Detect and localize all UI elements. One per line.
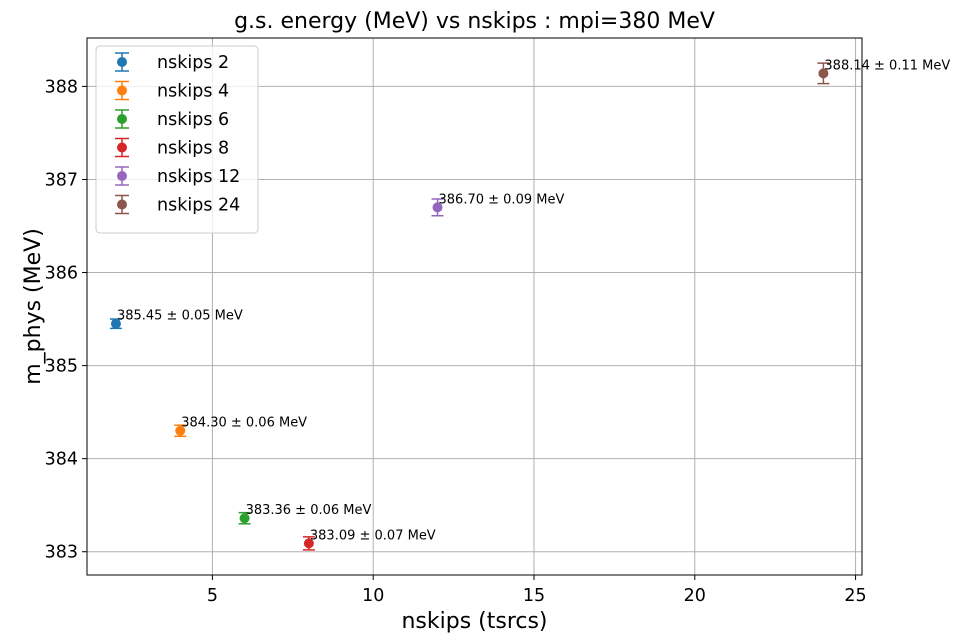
data-point bbox=[110, 318, 121, 329]
y-axis-label: m_phys (MeV) bbox=[21, 228, 46, 385]
y-tick-label: 383 bbox=[45, 543, 78, 563]
legend-label: nskips 8 bbox=[157, 139, 229, 159]
legend-box bbox=[95, 45, 259, 234]
legend-marker bbox=[117, 142, 127, 153]
x-tick-label: 5 bbox=[207, 586, 218, 606]
point-annotation: 386.70 ± 0.09 MeV bbox=[439, 192, 565, 207]
y-tick-label: 388 bbox=[45, 77, 78, 97]
point-annotation: 384.30 ± 0.06 MeV bbox=[181, 416, 307, 431]
legend: nskips 2 nskips 4 nskips 6 nskips 8 nskips 1… bbox=[95, 45, 259, 234]
legend-label: nskips 4 bbox=[157, 82, 229, 102]
point-annotation: 383.36 ± 0.06 MeV bbox=[246, 503, 372, 518]
point-annotation: 383.09 ± 0.07 MeV bbox=[310, 528, 436, 543]
tick-layer: 5 10 15 20 25 383 384 385 386 387 388 bbox=[45, 77, 867, 606]
y-tick-label: 385 bbox=[45, 357, 78, 377]
legend-marker bbox=[117, 114, 127, 124]
legend-marker bbox=[117, 199, 127, 210]
legend-label: nskips 6 bbox=[157, 110, 229, 130]
chart-title: g.s. energy (MeV) vs nskips : mpi=380 Me… bbox=[234, 9, 715, 34]
legend-label: nskips 12 bbox=[157, 167, 240, 187]
data-point bbox=[432, 202, 443, 213]
x-tick-label: 25 bbox=[844, 586, 866, 606]
y-tick-label: 384 bbox=[45, 450, 78, 470]
x-tick-label: 20 bbox=[684, 586, 706, 606]
grid-layer bbox=[87, 38, 862, 575]
x-axis-label: nskips (tsrcs) bbox=[401, 609, 547, 634]
data-point bbox=[175, 425, 186, 436]
point-annotation: 388.14 ± 0.11 MeV bbox=[824, 58, 950, 73]
legend-label: nskips 2 bbox=[157, 53, 229, 73]
legend-label: nskips 24 bbox=[157, 196, 240, 216]
y-tick-label: 386 bbox=[45, 264, 78, 284]
x-tick-label: 10 bbox=[362, 586, 384, 606]
legend-marker bbox=[117, 85, 127, 96]
annotation-layer: 385.45 ± 0.05 MeV 384.30 ± 0.06 MeV 383.36… bbox=[117, 58, 950, 543]
data-layer bbox=[109, 62, 830, 551]
y-tick-label: 387 bbox=[45, 170, 78, 190]
legend-marker bbox=[117, 171, 127, 181]
x-tick-label: 15 bbox=[523, 586, 545, 606]
data-point bbox=[239, 513, 250, 524]
legend-marker bbox=[117, 57, 127, 67]
point-annotation: 385.45 ± 0.05 MeV bbox=[117, 309, 243, 324]
data-point bbox=[303, 538, 314, 549]
data-point bbox=[818, 68, 829, 79]
plot-frame bbox=[86, 37, 863, 576]
